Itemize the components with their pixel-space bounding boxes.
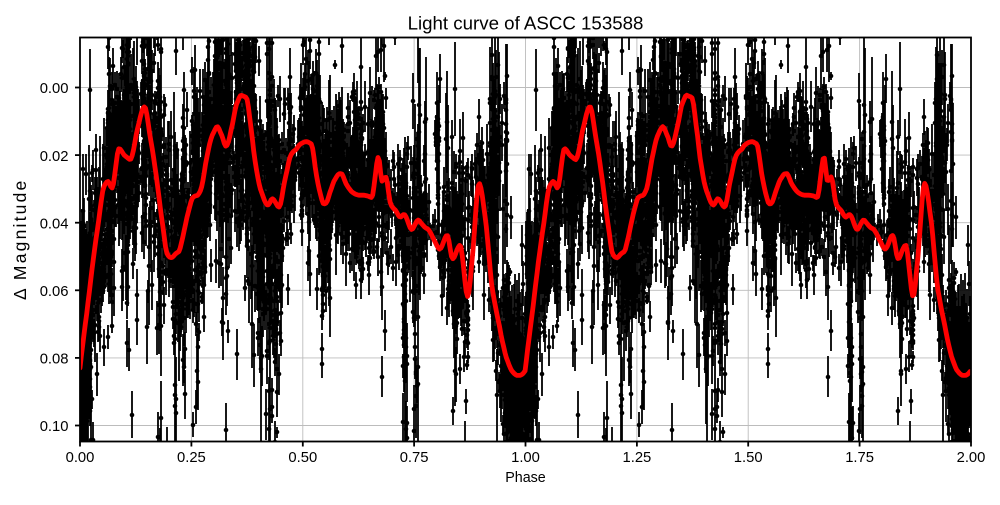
svg-text:0.75: 0.75	[400, 450, 429, 466]
svg-text:0.50: 0.50	[288, 450, 317, 466]
svg-text:1.25: 1.25	[622, 450, 651, 466]
svg-text:0.08: 0.08	[40, 352, 69, 368]
svg-text:0.10: 0.10	[40, 419, 69, 435]
svg-text:Phase: Phase	[505, 470, 546, 486]
svg-text:1.75: 1.75	[845, 450, 874, 466]
svg-text:0.06: 0.06	[40, 284, 69, 300]
svg-text:Light curve of ASCC 153588: Light curve of ASCC 153588	[408, 13, 644, 34]
svg-text:0.00: 0.00	[40, 81, 69, 97]
svg-text:0.00: 0.00	[66, 450, 95, 466]
svg-text:2.00: 2.00	[957, 450, 986, 466]
svg-text:1.50: 1.50	[734, 450, 763, 466]
svg-text:0.25: 0.25	[177, 450, 206, 466]
svg-text:0.04: 0.04	[40, 216, 69, 232]
svg-text:1.00: 1.00	[511, 450, 540, 466]
svg-text:Δ Magnitude: Δ Magnitude	[10, 179, 30, 301]
svg-text:0.02: 0.02	[40, 149, 69, 165]
